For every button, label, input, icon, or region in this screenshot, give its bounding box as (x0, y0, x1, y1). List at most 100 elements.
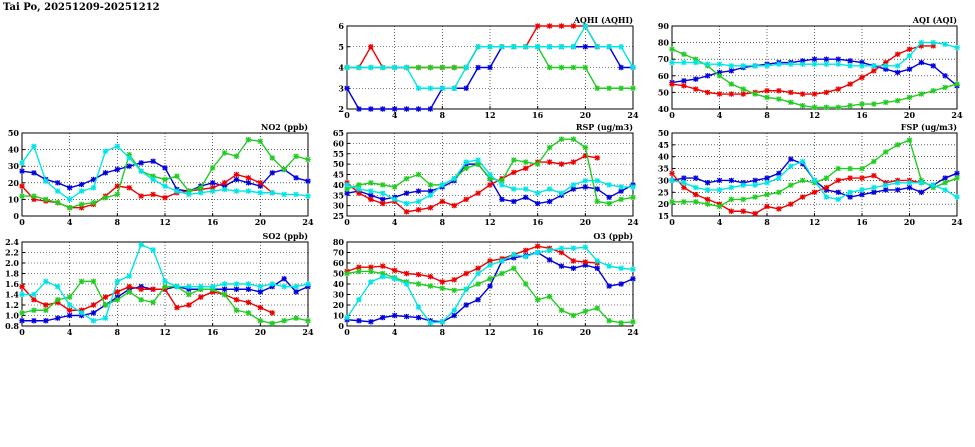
data-point-green (764, 94, 770, 101)
data-point-green (764, 191, 770, 198)
y-tick-label: 35 (333, 190, 344, 200)
data-point-blue (427, 106, 434, 112)
data-point-cyan (31, 143, 37, 149)
x-tick-label: 24 (627, 110, 639, 120)
x-tick-label: 8 (764, 217, 770, 227)
data-point-cyan (198, 190, 204, 196)
x-tick-label: 4 (67, 327, 73, 337)
data-point-red (788, 89, 794, 96)
data-point-red (558, 161, 565, 167)
data-point-red (704, 196, 711, 203)
data-point-cyan (788, 61, 794, 67)
data-point-cyan (799, 158, 806, 165)
data-point-green (716, 203, 723, 210)
data-point-blue (823, 56, 830, 62)
data-point-red (451, 202, 457, 209)
data-point-blue (55, 180, 61, 186)
data-point-blue (269, 170, 275, 176)
data-point-green (368, 180, 374, 186)
data-point-cyan (752, 182, 758, 188)
data-point-green (606, 318, 612, 324)
data-point-red (43, 302, 49, 308)
y-tick-label: 20 (8, 178, 20, 188)
data-point-cyan (463, 159, 469, 165)
data-point-green (403, 175, 410, 182)
data-point-red (257, 304, 264, 311)
data-point-red (114, 183, 121, 189)
data-point-red (582, 259, 589, 265)
data-point-green (55, 297, 61, 303)
data-point-red (906, 46, 913, 52)
data-point-cyan (811, 61, 818, 67)
data-point-cyan (31, 291, 37, 298)
data-point-green (558, 136, 565, 142)
data-point-cyan (150, 247, 156, 253)
data-point-red (245, 175, 252, 181)
data-point-green (918, 91, 925, 97)
data-point-cyan (344, 64, 350, 71)
data-point-green (90, 200, 97, 206)
data-point-blue (66, 312, 73, 319)
y-tick-label: 1.0 (5, 311, 19, 321)
data-point-red (90, 302, 97, 308)
data-point-blue (427, 188, 434, 194)
data-point-cyan (728, 63, 735, 69)
data-point-blue (511, 255, 517, 261)
y-tick-label: 2 (338, 104, 344, 114)
data-point-blue (618, 281, 624, 287)
data-point-red (31, 297, 37, 303)
data-point-red (415, 271, 422, 278)
data-point-blue (356, 318, 362, 324)
data-point-cyan (66, 302, 73, 308)
data-point-blue (451, 312, 457, 319)
data-point-red (126, 185, 132, 191)
series-line-red (671, 172, 922, 215)
y-tick-label: 1.2 (5, 300, 19, 310)
data-point-blue (233, 286, 240, 292)
data-point-green (704, 201, 711, 207)
data-point-red (102, 294, 109, 300)
data-point-red (245, 299, 252, 306)
x-tick-label: 24 (951, 217, 963, 227)
data-point-cyan (356, 64, 362, 71)
data-point-green (344, 270, 350, 277)
y-tick-label: 30 (658, 175, 670, 185)
series-group (669, 39, 960, 111)
data-point-blue (403, 313, 410, 320)
data-point-green (942, 84, 948, 91)
data-point-blue (368, 319, 374, 325)
data-point-blue (162, 165, 168, 171)
x-tick-label: 8 (115, 217, 121, 227)
data-point-red (198, 294, 204, 300)
data-point-red (764, 203, 770, 210)
y-tick-label: 40 (8, 145, 20, 155)
data-point-cyan (764, 63, 770, 69)
data-point-blue (66, 185, 73, 191)
data-point-cyan (380, 273, 386, 280)
data-point-blue (606, 194, 612, 201)
x-tick-label: 4 (717, 110, 723, 120)
data-point-cyan (847, 63, 853, 69)
data-point-cyan (403, 200, 410, 207)
data-point-green (427, 64, 434, 71)
data-point-cyan (451, 85, 457, 91)
data-point-red (162, 195, 168, 201)
data-point-blue (716, 69, 723, 76)
data-point-green (233, 307, 240, 313)
data-point-blue (894, 69, 901, 76)
x-tick-label: 4 (392, 217, 398, 227)
data-point-cyan (906, 53, 913, 59)
data-point-blue (630, 276, 636, 282)
data-point-red (534, 243, 541, 249)
data-point-cyan (630, 266, 636, 272)
chart-title: O3 (ppb) (593, 231, 633, 241)
data-point-red (138, 286, 144, 292)
data-point-green (487, 276, 493, 282)
x-tick-label: 12 (484, 217, 495, 227)
data-point-blue (534, 200, 541, 207)
y-tick-label: 20 (658, 199, 670, 209)
data-point-green (415, 171, 422, 178)
y-tick-label: 50 (333, 159, 345, 169)
data-point-red (594, 155, 600, 161)
data-point-blue (150, 158, 156, 164)
